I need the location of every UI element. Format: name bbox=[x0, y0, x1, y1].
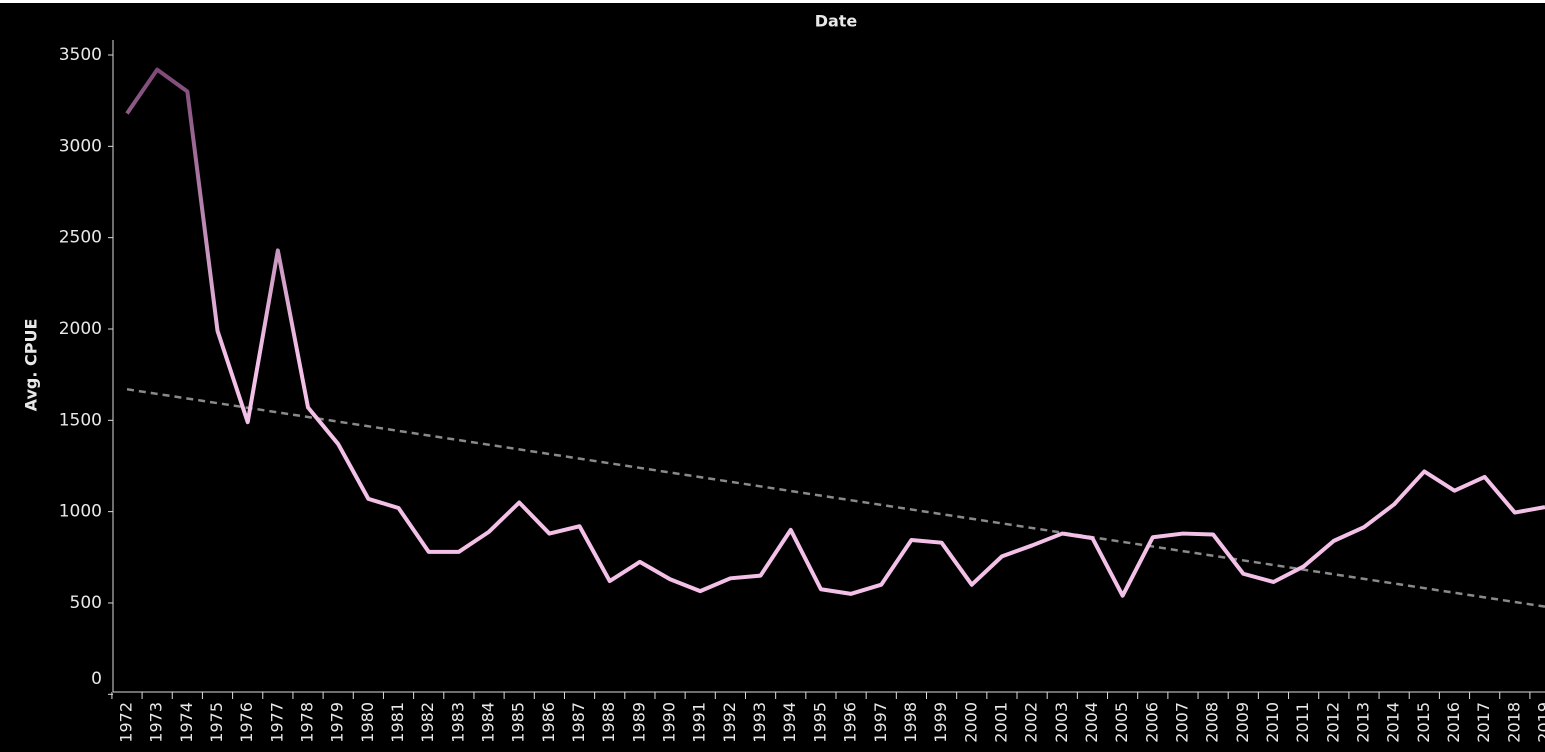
x-tick-label: 1995 bbox=[810, 702, 829, 743]
x-tick-label: 1977 bbox=[267, 702, 286, 743]
x-tick-label: 1999 bbox=[931, 702, 950, 743]
x-tick-label: 1980 bbox=[358, 702, 377, 743]
x-tick-label: 1988 bbox=[599, 702, 618, 743]
x-tick-label: 2017 bbox=[1474, 702, 1493, 743]
x-tick-label: 1983 bbox=[448, 702, 467, 743]
x-tick-label: 1975 bbox=[207, 702, 226, 743]
x-tick-label: 2000 bbox=[961, 702, 980, 743]
x-tick-label: 2014 bbox=[1384, 702, 1403, 743]
x-tick-label: 2018 bbox=[1504, 702, 1523, 743]
top-border bbox=[0, 0, 1545, 3]
data-line bbox=[125, 67, 1545, 598]
y-tick-label: 1500 bbox=[59, 410, 102, 430]
x-tick-label: 1973 bbox=[147, 702, 166, 743]
x-tick-label: 1997 bbox=[871, 702, 890, 743]
y-tick-label: 2000 bbox=[59, 319, 102, 339]
y-tick-label: 0 bbox=[91, 669, 102, 689]
x-tick-label: 2012 bbox=[1323, 702, 1342, 743]
x-tick-label: 1998 bbox=[901, 702, 920, 743]
x-tick-label: 1974 bbox=[177, 702, 196, 743]
x-tick-label: 1989 bbox=[629, 702, 648, 743]
x-tick-label: 2019 bbox=[1534, 702, 1545, 743]
x-tick-label: 1979 bbox=[328, 702, 347, 743]
x-tick-label: 2016 bbox=[1444, 702, 1463, 743]
x-tick-label: 2007 bbox=[1172, 702, 1191, 743]
x-tick-label: 2009 bbox=[1233, 702, 1252, 743]
x-tick-label: 2002 bbox=[1022, 702, 1041, 743]
x-tick-label: 2001 bbox=[991, 702, 1010, 743]
y-tick-label: 3500 bbox=[59, 45, 102, 65]
x-tick-label: 1987 bbox=[569, 702, 588, 743]
x-tick-label: 1993 bbox=[750, 702, 769, 743]
x-tick-label: 2005 bbox=[1112, 702, 1131, 743]
x-tick-label: 1992 bbox=[720, 702, 739, 743]
x-tick-label: 2015 bbox=[1414, 702, 1433, 743]
x-tick-label: 2004 bbox=[1082, 702, 1101, 743]
x-tick-label: 1985 bbox=[509, 702, 528, 743]
x-tick-label: 1982 bbox=[418, 702, 437, 743]
x-tick-label: 1981 bbox=[388, 702, 407, 743]
x-tick-label: 1991 bbox=[690, 702, 709, 743]
y-tick-label: 3000 bbox=[59, 136, 102, 156]
y-axis-label: Avg. CPUE bbox=[22, 319, 41, 412]
x-tick-label: 1994 bbox=[780, 702, 799, 743]
x-tick-label: 2010 bbox=[1263, 702, 1282, 743]
chart-title: Date bbox=[815, 12, 858, 31]
x-tick-label: 2013 bbox=[1353, 702, 1372, 743]
x-tick-label: 1986 bbox=[539, 702, 558, 743]
x-tick-label: 1996 bbox=[841, 702, 860, 743]
x-tick-label: 2008 bbox=[1203, 702, 1222, 743]
x-tick-label: 1978 bbox=[298, 702, 317, 743]
x-tick-label: 2011 bbox=[1293, 702, 1312, 743]
y-tick-label: 500 bbox=[70, 593, 102, 613]
x-tick-label: 2006 bbox=[1142, 702, 1161, 743]
x-tick-label: 1984 bbox=[479, 702, 498, 743]
x-tick-label: 1976 bbox=[237, 702, 256, 743]
x-tick-label: 2003 bbox=[1052, 702, 1071, 743]
x-tick-label: 1990 bbox=[660, 702, 679, 743]
x-tick-label: 1972 bbox=[117, 702, 136, 743]
y-tick-label: 2500 bbox=[59, 228, 102, 248]
y-tick-label: 1000 bbox=[59, 502, 102, 522]
